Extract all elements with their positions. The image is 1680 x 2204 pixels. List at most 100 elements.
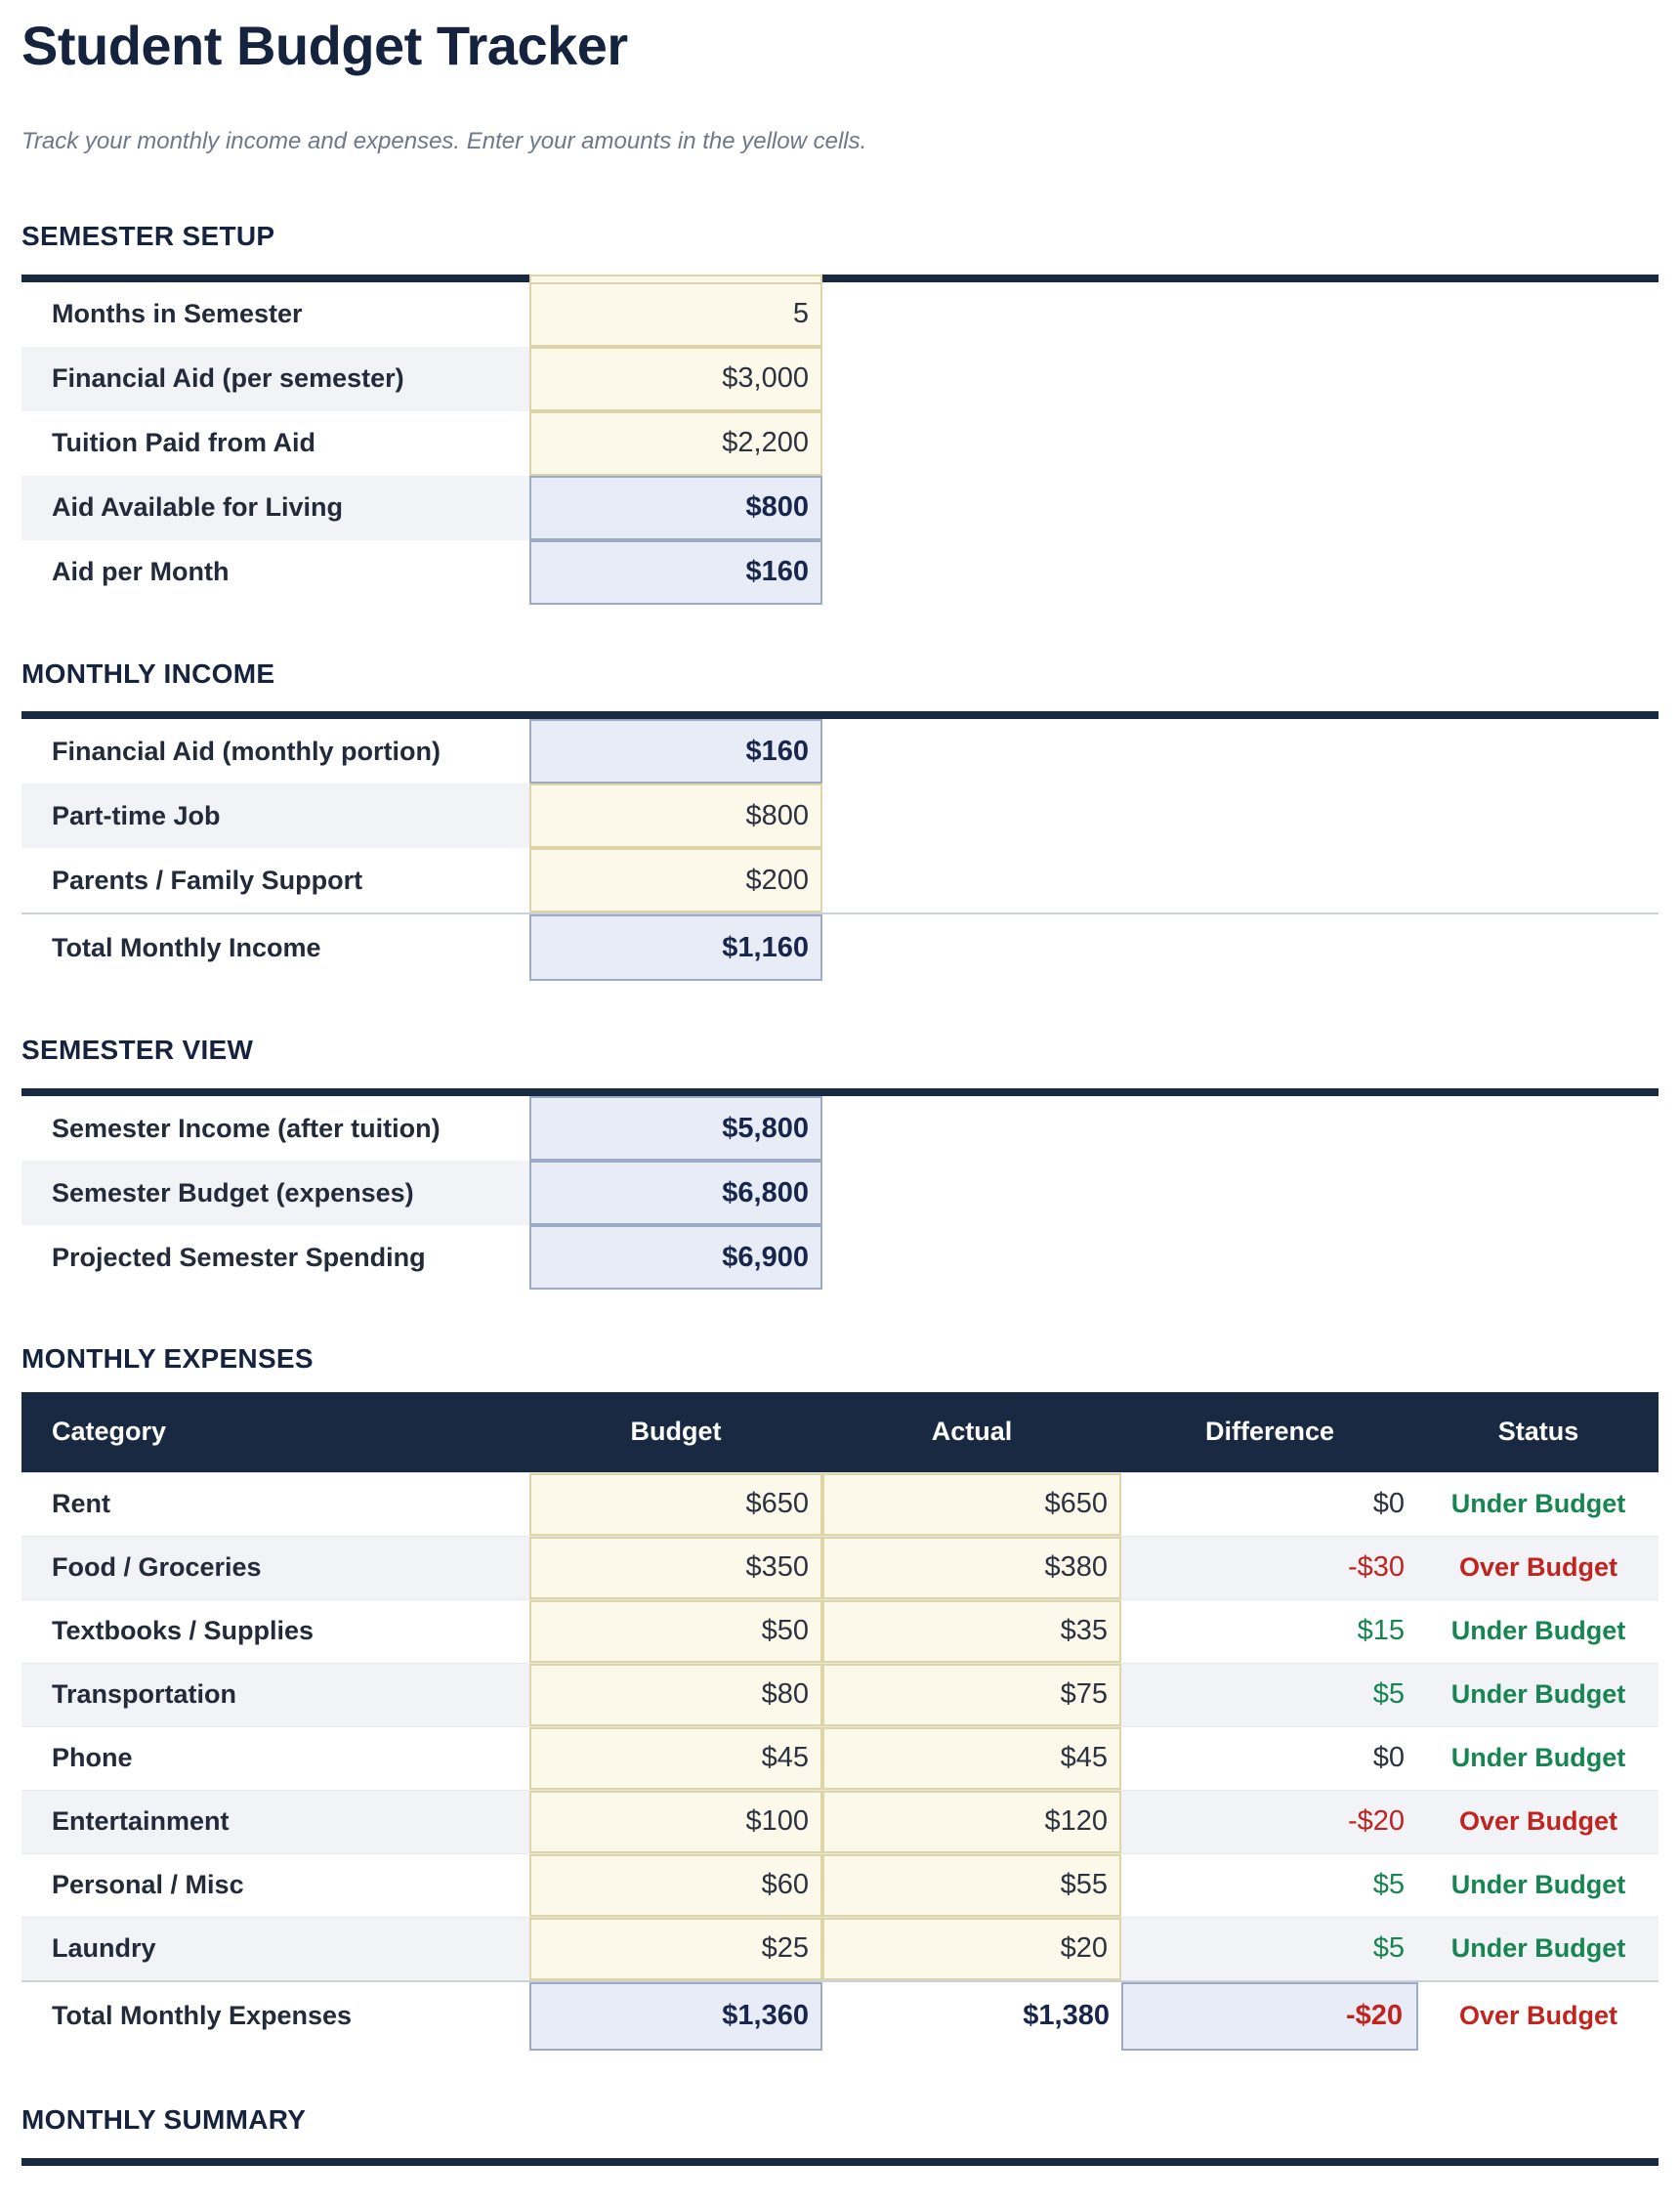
actual-input-cell[interactable]: $650 — [822, 1472, 1121, 1536]
computed-cell: $6,800 — [529, 1161, 822, 1226]
table-row: Projected Semester Spending $6,900 — [21, 1225, 1659, 1291]
section-rule — [21, 274, 1659, 282]
budget-input-cell[interactable]: $100 — [529, 1790, 822, 1853]
section-heading-monthly-expenses: MONTHLY EXPENSES — [21, 1343, 314, 1375]
section-rule — [21, 711, 1659, 720]
row-label: Financial Aid (per semester) — [21, 346, 529, 411]
expense-category: Textbooks / Supplies — [52, 1616, 315, 1646]
rule-segment — [21, 274, 529, 282]
difference-value: $5 — [1372, 1869, 1405, 1901]
table-row: Semester Income (after tuition) $5,800 — [21, 1096, 1659, 1162]
status-badge: Over Budget — [1458, 1806, 1618, 1837]
budget-input-cell[interactable]: $60 — [529, 1853, 822, 1917]
total-difference-cell: -$20 — [1121, 1981, 1418, 2051]
actual-input-cell[interactable]: $120 — [822, 1790, 1121, 1853]
status-badge: Over Budget — [1458, 1552, 1618, 1583]
expense-row: Laundry $25 $20 $5 Under Budget — [21, 1916, 1659, 1980]
semester-view-table: Semester Income (after tuition) $5,800 S… — [21, 1096, 1659, 1291]
total-budget-cell: $1,360 — [529, 1981, 822, 2051]
actual-input-cell[interactable]: $20 — [822, 1917, 1121, 1980]
row-label: Total Monthly Income — [52, 932, 321, 962]
rule-input-gap — [529, 274, 822, 282]
monthly-income-table: Financial Aid (monthly portion) $160 Par… — [21, 719, 1659, 982]
actual-input-cell[interactable]: $75 — [822, 1663, 1121, 1726]
section-heading-semester-view: SEMESTER VIEW — [21, 1035, 254, 1066]
column-header-difference: Difference — [1204, 1417, 1335, 1447]
expenses-table: Category Budget Actual Difference Status… — [21, 1391, 1659, 2051]
input-cell[interactable]: $800 — [529, 784, 822, 849]
actual-input-cell[interactable]: $380 — [822, 1536, 1121, 1599]
status-badge: Under Budget — [1450, 1679, 1626, 1710]
budget-input-cell[interactable]: $650 — [529, 1472, 822, 1536]
table-row: Aid Available for Living $800 — [21, 475, 1659, 540]
computed-cell: $160 — [529, 539, 822, 605]
row-label: Projected Semester Spending — [52, 1242, 426, 1272]
difference-value: $0 — [1372, 1742, 1405, 1774]
expense-category: Laundry — [52, 1933, 156, 1964]
table-row: Months in Semester 5 — [21, 281, 1659, 347]
input-cell[interactable]: $200 — [529, 848, 822, 913]
expense-row: Food / Groceries $350 $380 -$30 Over Bud… — [21, 1535, 1659, 1599]
expense-category: Entertainment — [52, 1806, 230, 1837]
row-label: Financial Aid (monthly portion) — [52, 736, 441, 766]
row-label: Semester Budget (expenses) — [21, 1161, 529, 1226]
expense-row: Rent $650 $650 $0 Under Budget — [21, 1471, 1659, 1536]
column-header-category: Category — [52, 1417, 167, 1447]
row-label: Semester Income (after tuition) — [52, 1113, 441, 1143]
row-label: Aid Available for Living — [21, 475, 529, 540]
status-badge: Under Budget — [1450, 1743, 1626, 1773]
status-badge: Under Budget — [1450, 1616, 1626, 1646]
table-row: Tuition Paid from Aid $2,200 — [21, 410, 1659, 476]
expense-category: Rent — [52, 1489, 110, 1519]
section-heading-monthly-income: MONTHLY INCOME — [21, 657, 275, 689]
actual-input-cell[interactable]: $35 — [822, 1599, 1121, 1663]
computed-cell: $6,900 — [529, 1225, 822, 1291]
page-subtitle: Track your monthly income and expenses. … — [21, 127, 867, 154]
table-row: Aid per Month $160 — [21, 539, 1659, 605]
page-title: Student Budget Tracker — [21, 15, 628, 76]
expenses-total-row: Total Monthly Expenses $1,360 $1,380 -$2… — [21, 1979, 1659, 2051]
expenses-header-row: Category Budget Actual Difference Status — [21, 1391, 1659, 1472]
budget-input-cell[interactable]: $80 — [529, 1663, 822, 1726]
expense-row: Transportation $80 $75 $5 Under Budget — [21, 1662, 1659, 1726]
expense-category: Phone — [52, 1743, 133, 1773]
actual-input-cell[interactable]: $55 — [822, 1853, 1121, 1917]
budget-input-cell[interactable]: $45 — [529, 1726, 822, 1790]
difference-value: $5 — [1372, 1932, 1405, 1965]
status-badge: Under Budget — [1450, 1489, 1626, 1519]
difference-value: $15 — [1357, 1615, 1405, 1647]
semester-setup-table: Months in Semester 5 Financial Aid (per … — [21, 281, 1659, 605]
expense-row: Phone $45 $45 $0 Under Budget — [21, 1725, 1659, 1790]
expense-category: Food / Groceries — [52, 1552, 262, 1583]
expense-category: Total Monthly Expenses — [52, 2001, 353, 2031]
total-actual-cell: $1,380 — [1023, 2000, 1110, 2032]
status-badge: Under Budget — [1450, 1870, 1626, 1900]
section-rule — [21, 1088, 1659, 1097]
input-cell[interactable]: $2,200 — [529, 410, 822, 476]
rule-segment — [822, 274, 1659, 282]
expense-category: Personal / Misc — [52, 1870, 244, 1900]
row-label: Part-time Job — [21, 784, 529, 849]
expense-row: Personal / Misc $60 $55 $5 Under Budget — [21, 1852, 1659, 1917]
column-header-status: Status — [1497, 1417, 1579, 1447]
budget-input-cell[interactable]: $25 — [529, 1917, 822, 1980]
status-badge: Over Budget — [1458, 2001, 1618, 2031]
total-row: Total Monthly Income $1,160 — [21, 912, 1659, 982]
row-label: Tuition Paid from Aid — [52, 428, 315, 458]
budget-input-cell[interactable]: $50 — [529, 1599, 822, 1663]
table-row: Semester Budget (expenses) $6,800 — [21, 1161, 1659, 1226]
input-cell[interactable]: $3,000 — [529, 346, 822, 411]
section-heading-monthly-summary: MONTHLY SUMMARY — [21, 2103, 307, 2135]
table-row: Financial Aid (per semester) $3,000 — [21, 346, 1659, 411]
budget-input-cell[interactable]: $350 — [529, 1536, 822, 1599]
expense-row: Entertainment $100 $120 -$20 Over Budget — [21, 1789, 1659, 1853]
row-label: Aid per Month — [52, 557, 230, 587]
computed-cell: $5,800 — [529, 1096, 822, 1162]
section-rule — [21, 2157, 1659, 2166]
input-cell[interactable]: 5 — [529, 281, 822, 347]
difference-value: $0 — [1372, 1488, 1405, 1520]
difference-value: -$30 — [1347, 1551, 1405, 1584]
actual-input-cell[interactable]: $45 — [822, 1726, 1121, 1790]
section-heading-semester-setup: SEMESTER SETUP — [21, 220, 275, 251]
computed-cell: $800 — [529, 475, 822, 540]
